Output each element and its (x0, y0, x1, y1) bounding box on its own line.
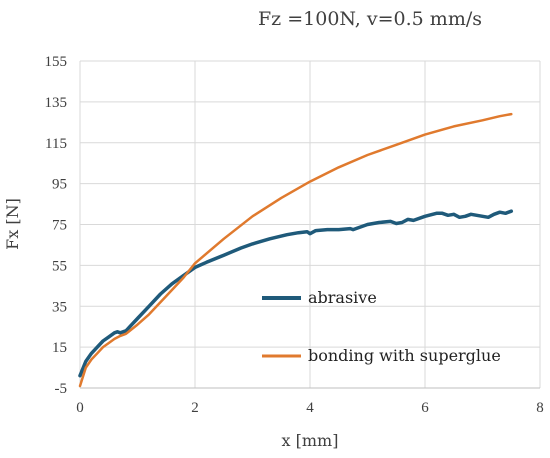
y-tick-label-0: -5 (55, 381, 68, 397)
y-tick-label-3: 55 (52, 258, 67, 274)
y-tick-label-5: 95 (52, 177, 67, 193)
x-tick-label-1: 2 (191, 400, 199, 416)
x-axis-title: x [mm] (282, 431, 339, 450)
series-line-bonding-with-superglue (78, 112, 513, 388)
y-tick-label-2: 35 (52, 299, 67, 315)
legend-label-1: bonding with superglue (308, 346, 501, 365)
chart-title: Fz =100N, v=0.5 mm/s (257, 8, 482, 30)
y-axis-title: Fx [N] (3, 198, 22, 250)
y-tick-label-6: 115 (45, 136, 67, 152)
y-tick-label-8: 155 (45, 54, 68, 70)
x-tick-label-4: 8 (536, 400, 544, 416)
series-line-abrasive (78, 209, 514, 378)
y-tick-label-1: 15 (52, 340, 67, 356)
x-tick-label-2: 4 (306, 400, 314, 416)
legend-label-0: abrasive (308, 288, 377, 307)
x-tick-label-0: 0 (76, 400, 84, 416)
y-tick-label-4: 75 (52, 218, 67, 234)
x-tick-label-3: 6 (421, 400, 429, 416)
y-tick-label-7: 135 (45, 95, 68, 111)
